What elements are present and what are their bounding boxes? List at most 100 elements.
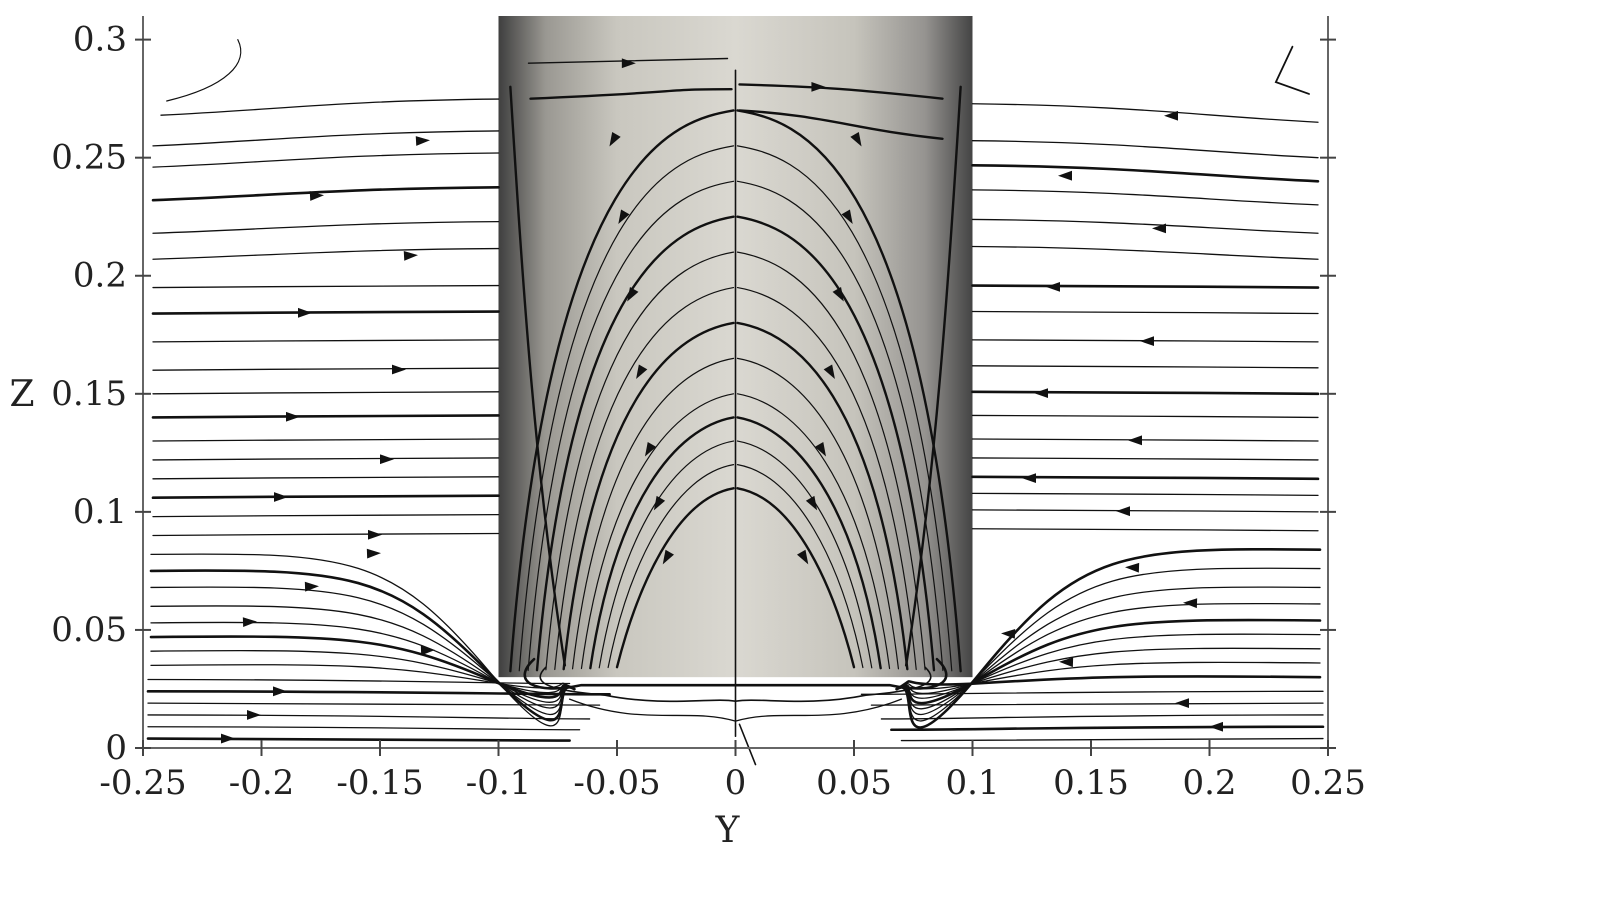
streamline bbox=[562, 321, 735, 671]
streamline bbox=[152, 532, 500, 537]
y-axis-title: Z bbox=[9, 374, 34, 415]
x-tick-label: 0.15 bbox=[1053, 763, 1129, 803]
streamline bbox=[971, 189, 1319, 206]
streamline bbox=[152, 513, 500, 518]
x-tick-label: 0 bbox=[725, 763, 747, 803]
streamline bbox=[971, 103, 1319, 123]
streamline bbox=[736, 215, 936, 672]
streamline bbox=[895, 618, 1322, 705]
flow-arrowhead bbox=[420, 645, 435, 656]
streamline bbox=[971, 284, 1320, 289]
streamline bbox=[880, 714, 1324, 720]
flow-arrowhead bbox=[286, 411, 300, 422]
streamline bbox=[535, 215, 735, 672]
flow-arrowhead bbox=[304, 581, 319, 592]
streamline bbox=[554, 286, 735, 671]
streamline bbox=[736, 180, 944, 672]
streamline bbox=[890, 725, 1325, 732]
x-tick-label: -0.05 bbox=[573, 763, 660, 803]
flow-arrowhead bbox=[221, 733, 235, 744]
streamline bbox=[895, 547, 1322, 729]
arrowheads-group bbox=[221, 58, 1223, 744]
streamline bbox=[736, 416, 882, 670]
flow-arrowhead bbox=[850, 131, 862, 147]
flow-arrowhead bbox=[1128, 435, 1142, 446]
streamline bbox=[151, 494, 500, 500]
flow-arrowhead bbox=[273, 686, 287, 697]
x-tick-label: 0.25 bbox=[1290, 763, 1366, 803]
streamline bbox=[529, 88, 733, 100]
flow-arrowhead bbox=[392, 364, 406, 375]
streamline bbox=[734, 698, 903, 722]
streamline bbox=[152, 367, 500, 371]
streamline bbox=[150, 553, 575, 727]
streamline bbox=[523, 657, 948, 690]
flow-arrowhead bbox=[1209, 721, 1223, 732]
flow-arrowhead bbox=[805, 495, 818, 511]
streamline bbox=[971, 438, 1319, 442]
streamline bbox=[147, 678, 571, 685]
x-tick-label: -0.2 bbox=[229, 763, 295, 803]
y-tick-label: 0.05 bbox=[51, 610, 127, 650]
flow-arrowhead bbox=[1164, 110, 1178, 121]
streamline bbox=[904, 85, 962, 667]
flow-arrowhead bbox=[636, 364, 648, 380]
streamline bbox=[151, 414, 500, 419]
flow-arrowhead bbox=[618, 209, 630, 225]
streamline bbox=[152, 247, 500, 260]
streamline bbox=[152, 220, 500, 234]
streamline bbox=[736, 393, 891, 670]
streamline bbox=[736, 321, 909, 671]
y-tick-label: 0.15 bbox=[51, 374, 127, 414]
flow-arrowhead bbox=[621, 58, 636, 69]
flow-arrowhead bbox=[415, 136, 430, 146]
streamline bbox=[527, 180, 735, 672]
flow-arrowhead bbox=[1152, 223, 1166, 234]
streamline bbox=[147, 702, 601, 706]
streamline bbox=[160, 98, 500, 116]
flow-arrowhead bbox=[1183, 598, 1198, 609]
x-tick-label: 0.1 bbox=[945, 763, 999, 803]
flow-arrowhead bbox=[627, 286, 639, 302]
streamline bbox=[971, 310, 1319, 315]
flow-arrowhead bbox=[814, 441, 827, 457]
streamline bbox=[971, 509, 1319, 513]
streamline bbox=[152, 130, 500, 147]
flow-arrowhead bbox=[662, 549, 674, 565]
flow-arrowhead bbox=[298, 307, 312, 318]
streamline bbox=[607, 464, 735, 669]
streamline bbox=[152, 284, 500, 289]
streamline bbox=[615, 487, 735, 669]
flow-arrowhead bbox=[797, 549, 809, 565]
streamline bbox=[971, 390, 1320, 396]
ticks: -0.25 -0.2 -0.15 -0.1 -0.05 0 0.05 0.1 0.15 0.2 0.… bbox=[51, 20, 1366, 803]
streamline bbox=[736, 251, 926, 671]
x-tick-label: -0.15 bbox=[336, 763, 423, 803]
flow-arrowhead bbox=[644, 441, 657, 457]
streamline bbox=[738, 83, 944, 100]
streamline bbox=[971, 365, 1319, 369]
streamline bbox=[589, 416, 735, 670]
streamline bbox=[152, 476, 500, 480]
streamline bbox=[900, 737, 1324, 742]
streamline bbox=[539, 666, 737, 703]
streamline bbox=[971, 163, 1320, 183]
flow-arrowhead bbox=[1046, 281, 1060, 292]
streamline bbox=[152, 438, 500, 442]
streamline bbox=[738, 723, 757, 766]
flow-arrowhead bbox=[1059, 657, 1074, 668]
streamline bbox=[971, 492, 1319, 496]
streamline bbox=[150, 621, 575, 703]
flow-arrowhead bbox=[247, 710, 261, 720]
flow-arrowhead bbox=[609, 131, 621, 147]
x-tick-label: -0.25 bbox=[99, 763, 186, 803]
flow-arrowhead bbox=[811, 81, 826, 92]
streamline bbox=[146, 737, 571, 742]
streamline bbox=[509, 109, 735, 673]
streamline bbox=[152, 457, 500, 461]
streamline bbox=[147, 714, 591, 720]
x-tick-label: 0.05 bbox=[816, 763, 892, 803]
streamline bbox=[971, 245, 1319, 260]
streamline bbox=[971, 528, 1319, 532]
streamline bbox=[571, 357, 735, 670]
